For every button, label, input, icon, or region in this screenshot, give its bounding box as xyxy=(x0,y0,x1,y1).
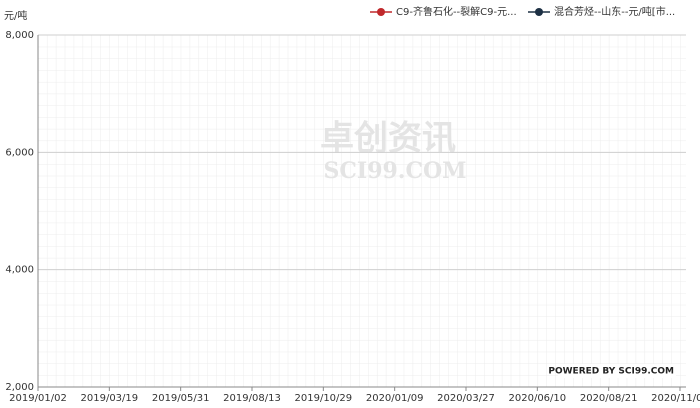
legend-label: C9-齐鲁石化--裂解C9-元... xyxy=(396,5,517,18)
y-tick-label: 4,000 xyxy=(5,265,34,276)
x-tick-label: 2019/05/31 xyxy=(152,393,210,404)
legend-marker xyxy=(535,8,543,16)
x-tick-label: 2019/03/19 xyxy=(81,393,139,404)
x-tick-label: 2020/01/09 xyxy=(366,393,424,404)
credit: POWERED BY SCI99.COM xyxy=(548,367,674,377)
x-tick-label: 2020/06/10 xyxy=(509,393,567,404)
legend-marker xyxy=(377,8,385,16)
y-tick-label: 2,000 xyxy=(5,382,34,393)
credit-bg xyxy=(558,364,676,378)
x-tick-label: 2020/08/21 xyxy=(580,393,638,404)
x-tick-label: 2019/08/13 xyxy=(223,393,281,404)
x-tick-label: 2019/10/29 xyxy=(295,393,353,404)
x-tick-label: 2020/03/27 xyxy=(437,393,495,404)
x-tick-label: 2020/11/06 xyxy=(651,393,700,404)
watermark: SCI99.COM xyxy=(324,158,467,184)
plot-grid xyxy=(38,35,686,387)
legend-label: 混合芳烃--山东--元/吨[市... xyxy=(554,5,675,18)
y-axis-unit: 元/吨 xyxy=(4,9,27,22)
y-tick-label: 8,000 xyxy=(5,30,34,41)
x-tick-label: 2019/01/02 xyxy=(9,393,67,404)
y-tick-label: 6,000 xyxy=(5,147,34,158)
